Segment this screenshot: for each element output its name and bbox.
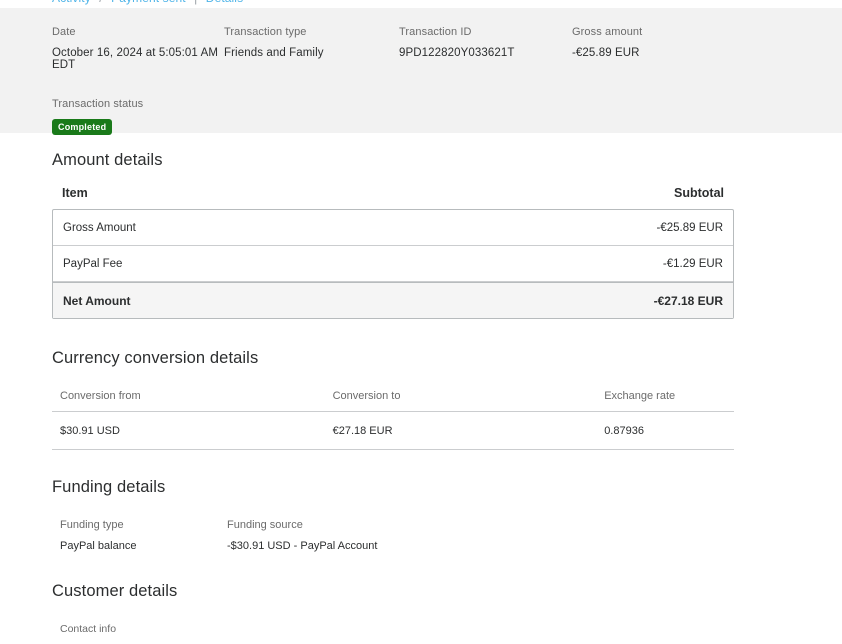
transaction-type-value: Friends and Family [224,47,324,59]
currency-conversion-title: Currency conversion details [52,349,259,367]
currency-conversion-section: Currency conversion details Conversion f… [52,349,734,450]
transaction-id-label: Transaction ID [399,26,472,38]
funding-fields-grid: Funding type PayPal balance Funding sour… [52,497,734,552]
funding-source-label: Funding source [227,519,303,531]
status-badge: Completed [52,119,113,135]
summary-field-transaction-type: Transaction type Friends and Family [224,26,399,71]
table-row: PayPal Fee -€1.29 EUR [53,246,733,282]
amount-details-table: Gross Amount -€25.89 EUR PayPal Fee -€1.… [52,209,734,319]
breadcrumb-separator-2: | [194,0,197,5]
gross-amount-label: Gross amount [572,26,643,38]
date-label: Date [52,26,76,38]
contact-info-label: Contact info [60,623,117,635]
breadcrumb: Activity / Payment sent | Details [52,0,243,5]
summary-field-date: Date October 16, 2024 at 5:05:01 AM EDT [52,26,224,71]
breadcrumb-link-payment-sent[interactable]: Payment sent [111,0,186,5]
funding-field-type: Funding type PayPal balance [60,519,227,552]
row-item-value: -€25.89 EUR [656,221,723,234]
exchange-rate-header: Exchange rate [604,390,676,402]
transaction-status-label: Transaction status [52,98,144,110]
funding-details-title: Funding details [52,478,166,496]
funding-details-section: Funding details Funding type PayPal bala… [52,478,734,552]
funding-type-label: Funding type [60,519,124,531]
net-amount-label: Net Amount [63,293,131,308]
breadcrumb-link-activity[interactable]: Activity [52,0,91,5]
amount-details-header: Item Subtotal [52,170,734,209]
conversion-from-header: Conversion from [60,390,141,402]
customer-details-section: Customer details Contact info ACRELG apo… [52,582,734,644]
transaction-type-label: Transaction type [224,26,307,38]
amount-details-title: Amount details [52,151,163,169]
row-item-value: -€1.29 EUR [662,257,723,270]
details-content: Amount details Item Subtotal Gross Amoun… [0,151,842,644]
row-item-label: Gross Amount [63,221,136,234]
row-item-label: PayPal Fee [63,257,123,270]
conversion-to-header: Conversion to [332,390,401,402]
breadcrumb-separator-1: / [99,0,102,5]
breadcrumb-strip: Activity / Payment sent | Details [0,0,842,8]
currency-conversion-header: Conversion from Conversion to Exchange r… [52,368,734,412]
amount-details-section: Amount details Item Subtotal Gross Amoun… [52,151,734,319]
conversion-to-value: €27.18 EUR [332,425,393,437]
amount-col-subtotal-header: Subtotal [674,186,724,200]
funding-type-value: PayPal balance [60,540,137,552]
gross-amount-value: -€25.89 EUR [572,47,640,59]
summary-field-transaction-id: Transaction ID 9PD122820Y033621T [399,26,572,71]
summary-fields-grid: Date October 16, 2024 at 5:05:01 AM EDT … [0,26,842,71]
net-amount-value: -€27.18 EUR [653,293,723,308]
table-row: $30.91 USD €27.18 EUR 0.87936 [52,412,734,450]
conversion-from-value: $30.91 USD [60,425,120,437]
summary-field-status: Transaction status Completed [0,98,842,135]
funding-source-value: -$30.91 USD - PayPal Account [227,540,378,552]
transaction-id-value: 9PD122820Y033621T [399,47,515,59]
customer-details-title: Customer details [52,582,178,600]
funding-field-source: Funding source -$30.91 USD - PayPal Acco… [227,519,527,552]
breadcrumb-link-details[interactable]: Details [206,0,243,5]
table-row: Gross Amount -€25.89 EUR [53,210,733,246]
table-row-net-amount: Net Amount -€27.18 EUR [53,282,733,318]
summary-field-gross-amount: Gross amount -€25.89 EUR [572,26,752,71]
exchange-rate-value: 0.87936 [604,425,644,437]
customer-contact-block: Contact info ACRELG apolline.richard@gma… [52,601,734,644]
date-value: October 16, 2024 at 5:05:01 AM EDT [52,47,219,71]
amount-col-item-header: Item [62,186,88,200]
transaction-summary-band: Date October 16, 2024 at 5:05:01 AM EDT … [0,8,842,135]
